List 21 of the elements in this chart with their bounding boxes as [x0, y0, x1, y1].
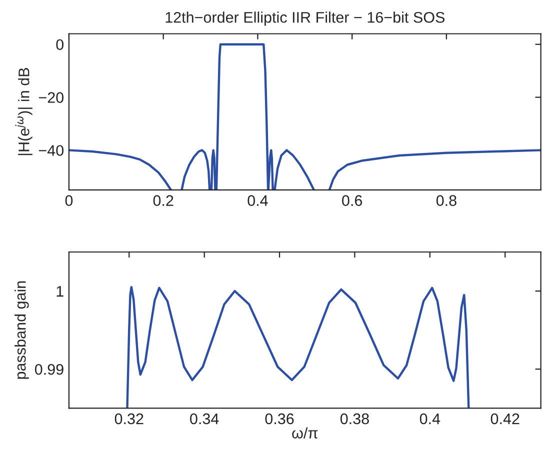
x-tick-label: 0.8 — [436, 195, 456, 206]
y-tick-label: 0 — [56, 39, 64, 50]
y-axis-title: passband gain — [14, 281, 29, 379]
x-tick-label: 0.32 — [114, 413, 144, 424]
x-tick-label: 0.42 — [490, 413, 520, 424]
y-tick-label: −40 — [38, 145, 64, 156]
x-tick-label: 0.36 — [265, 413, 294, 424]
chart-title: 12th−order Elliptic IIR Filter − 16−bit SOS — [166, 12, 445, 26]
x-tick-label: 0 — [65, 195, 73, 206]
y-axis-title: |H(e$^{jω}$)| in dB — [15, 68, 32, 156]
x-tick-label: 0.38 — [340, 413, 369, 424]
x-tick-label: 0.4 — [248, 195, 268, 206]
x-tick-label: 0.4 — [420, 413, 440, 424]
line-series — [126, 286, 470, 408]
x-tick-label: 0.2 — [153, 195, 174, 206]
y-tick-label: 1 — [56, 286, 64, 297]
x-tick-label: 0.6 — [342, 195, 362, 206]
y-tick-label: 0.99 — [34, 364, 64, 375]
x-tick-label: 0.34 — [190, 413, 219, 424]
x-axis-title: ω/π — [292, 427, 318, 438]
y-tick-label: −20 — [38, 92, 64, 103]
